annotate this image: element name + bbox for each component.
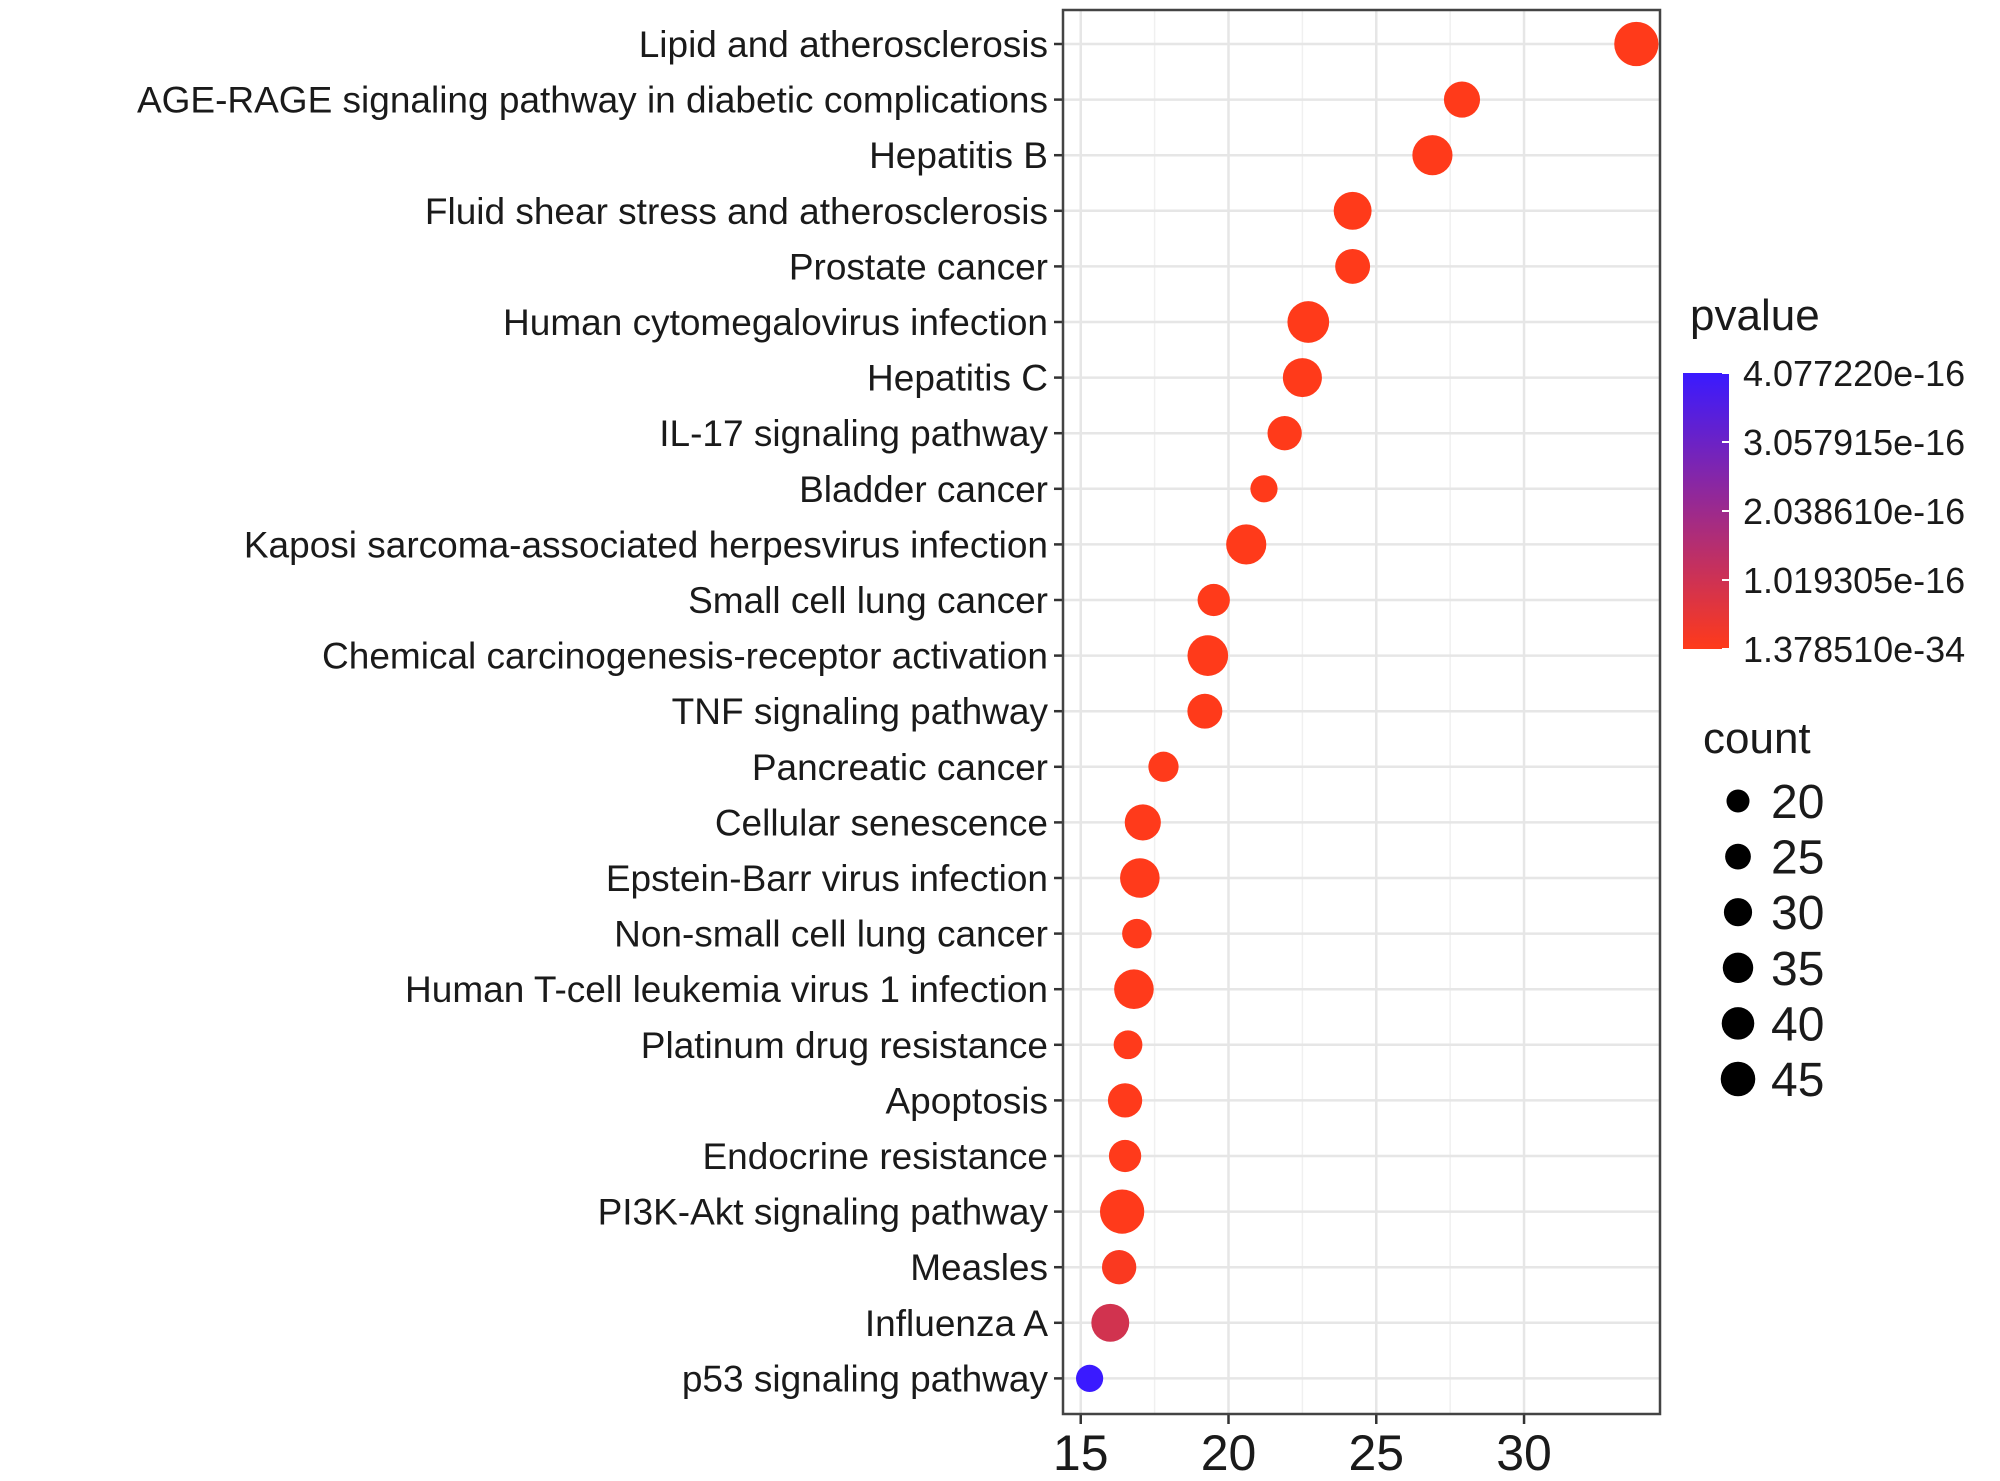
count-legend-dot [1726,789,1750,813]
count-legend-label: 25 [1771,832,1824,885]
data-point [1124,804,1161,841]
data-point [1226,524,1267,565]
data-point [1114,969,1154,1009]
data-point [1412,135,1453,176]
count-legend-label: 30 [1771,887,1824,940]
data-point [1282,358,1322,398]
x-tick-label: 30 [1496,1425,1552,1481]
data-point [1099,1189,1145,1234]
y-tick-label: Platinum drug resistance [641,1025,1048,1066]
count-legend-label: 35 [1771,943,1824,996]
count-legend-dot [1725,843,1751,870]
data-point [1107,1083,1143,1118]
count-legend-dot [1723,898,1753,927]
y-tick-label: Measles [910,1247,1048,1288]
count-legend-dot [1720,1061,1756,1097]
y-tick-label: IL-17 signaling pathway [659,413,1048,454]
y-tick-label: PI3K-Akt signaling pathway [598,1192,1049,1233]
x-tick-label: 15 [1053,1425,1109,1481]
data-point [1250,475,1278,503]
data-point [1187,635,1229,676]
y-tick-label: Bladder cancer [799,469,1048,510]
plot-border [1061,8,1662,1416]
data-point [1091,1303,1130,1342]
x-tick-label: 25 [1348,1425,1404,1481]
count-legend-label: 45 [1771,1054,1824,1107]
data-point [1197,583,1230,617]
data-point [1113,1030,1143,1060]
y-tick-label: Human T-cell leukemia virus 1 infection [405,969,1048,1010]
y-tick-label: Fluid shear stress and atherosclerosis [425,191,1048,232]
pvalue-legend-label: 3.057915e-16 [1743,422,1965,463]
pvalue-legend: pvalue 4.077220e-16 3.057915e-16 2.038610e… [1683,291,1965,670]
count-legend-dot [1722,952,1754,984]
y-tick-label: Apoptosis [886,1080,1049,1121]
y-tick-label: Human cytomegalovirus infection [503,302,1048,343]
pvalue-colorbar [1683,373,1729,649]
count-legend-title: count [1703,714,1811,763]
y-tick-label: Small cell lung cancer [688,580,1048,621]
y-tick-label: Epstein-Barr virus infection [606,858,1048,899]
pvalue-legend-label: 2.038610e-16 [1743,491,1965,532]
y-tick-label: Kaposi sarcoma-associated herpesvirus in… [244,524,1048,565]
y-tick-label: Endocrine resistance [702,1136,1048,1177]
y-tick-label: Non-small cell lung cancer [614,914,1048,955]
data-point [1335,248,1371,284]
data-point [1267,416,1302,451]
data-point [1614,21,1659,67]
pvalue-legend-title: pvalue [1690,291,1820,340]
y-tick-label: Prostate cancer [789,246,1048,287]
y-tick-label: Lipid and atherosclerosis [639,24,1048,65]
x-tick-label: 20 [1201,1425,1257,1481]
data-points [1075,21,1659,1393]
y-tick-label: Hepatitis C [867,358,1048,399]
count-legend-label: 40 [1771,998,1824,1051]
data-point [1187,693,1223,729]
y-tick-label: Influenza A [865,1303,1048,1344]
data-point [1333,191,1372,230]
x-axis: 15 20 25 30 [1053,1414,1552,1481]
y-tick-label: TNF signaling pathway [672,691,1049,732]
y-tick-label: p53 signaling pathway [682,1358,1049,1399]
y-tick-label: AGE-RAGE signaling pathway in diabetic c… [137,80,1048,121]
y-tick-label: Pancreatic cancer [752,747,1048,788]
pvalue-legend-label: 1.019305e-16 [1743,560,1965,601]
count-legend-label: 20 [1771,776,1824,829]
plot-frame [1061,8,1662,1416]
data-point [1148,751,1179,782]
data-point [1122,918,1152,949]
y-tick-label: Chemical carcinogenesis-receptor activat… [322,636,1048,677]
data-point [1075,1364,1104,1393]
pvalue-legend-label: 4.077220e-16 [1743,353,1965,394]
y-axis-labels: Lipid and atherosclerosis AGE-RAGE signal… [137,24,1063,1399]
data-point [1287,301,1330,343]
data-point [1108,1139,1142,1173]
pvalue-legend-label: 1.378510e-34 [1743,629,1965,670]
count-legend-dot [1721,1007,1755,1040]
y-tick-label: Cellular senescence [715,802,1048,843]
data-point [1102,1250,1137,1285]
data-point [1120,858,1160,898]
y-tick-label: Hepatitis B [869,135,1048,176]
data-point [1443,81,1481,118]
